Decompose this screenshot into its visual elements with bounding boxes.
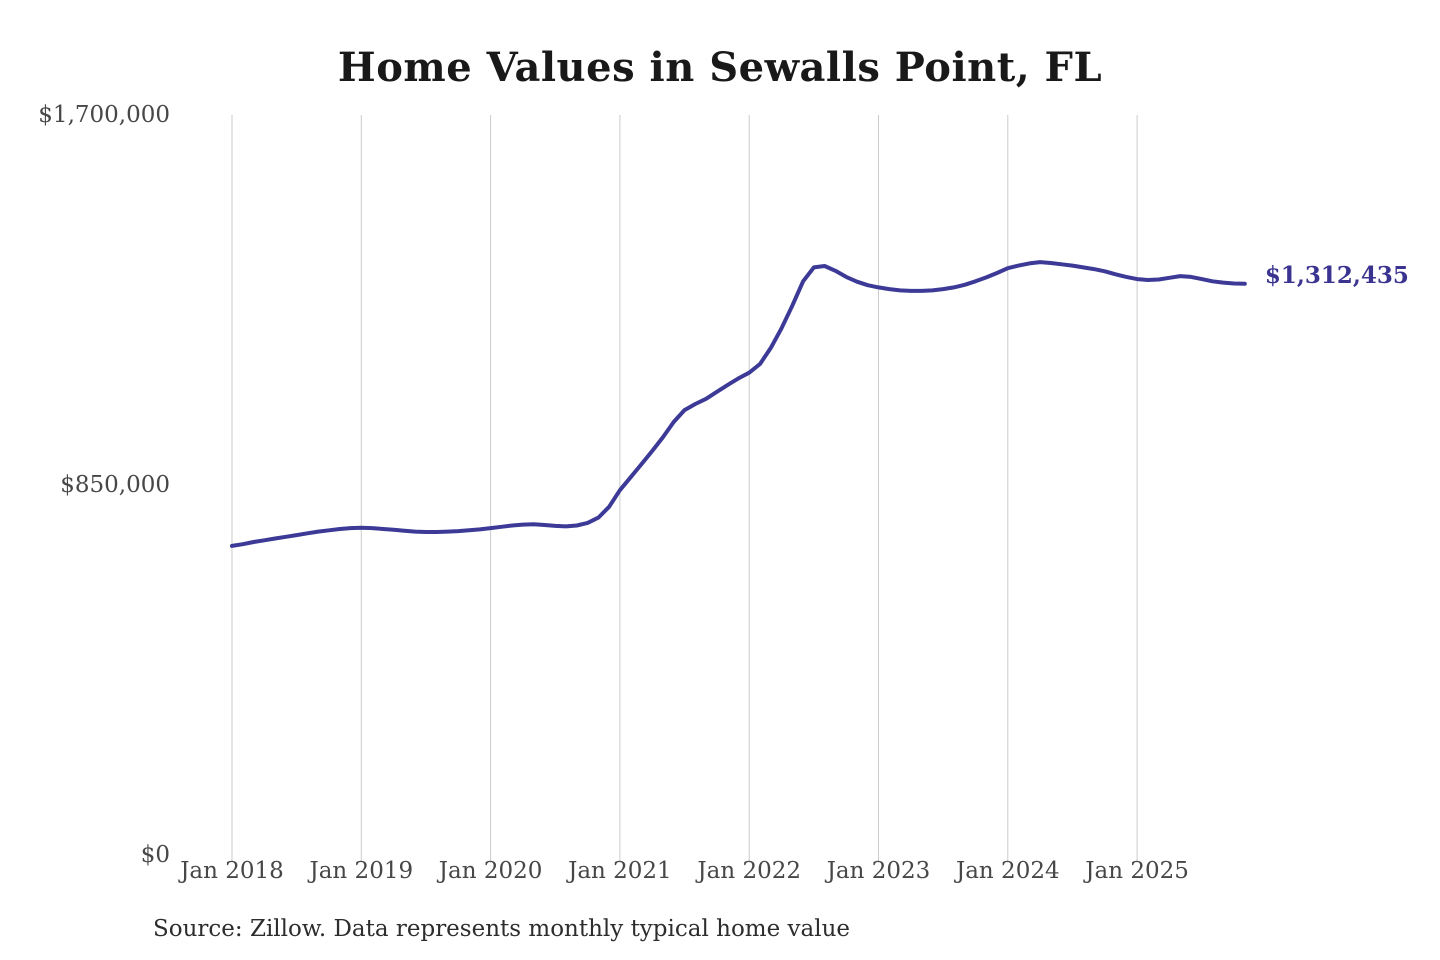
y-axis: $1,700,000 $850,000 $0 [0,0,170,960]
latest-value-label: $1,312,435 [1264,261,1409,289]
x-axis-tick-label: Jan 2018 [180,858,284,884]
y-axis-tick-label: $850,000 [60,472,170,498]
y-axis-tick-label: $0 [140,842,170,868]
y-axis-tick-label: $1,700,000 [38,102,170,128]
gridlines [231,115,1138,863]
x-axis-tick-label: Jan 2024 [956,858,1060,884]
source-note: Source: Zillow. Data represents monthly … [153,916,851,942]
x-axis: Jan 2018 Jan 2019 Jan 2020 Jan 2021 Jan 2022… [0,858,1440,898]
x-axis-tick-label: Jan 2025 [1085,858,1189,884]
value-line [230,260,1247,548]
x-axis-tick-label: Jan 2023 [826,858,931,884]
x-axis-tick-label: Jan 2020 [438,858,543,884]
x-axis-tick-label: Jan 2019 [309,858,414,884]
x-axis-tick-label: Jan 2022 [697,858,801,884]
chart-title: Home Values in Sewalls Point, FL [337,44,1103,91]
x-axis-tick-label: Jan 2021 [568,858,672,884]
